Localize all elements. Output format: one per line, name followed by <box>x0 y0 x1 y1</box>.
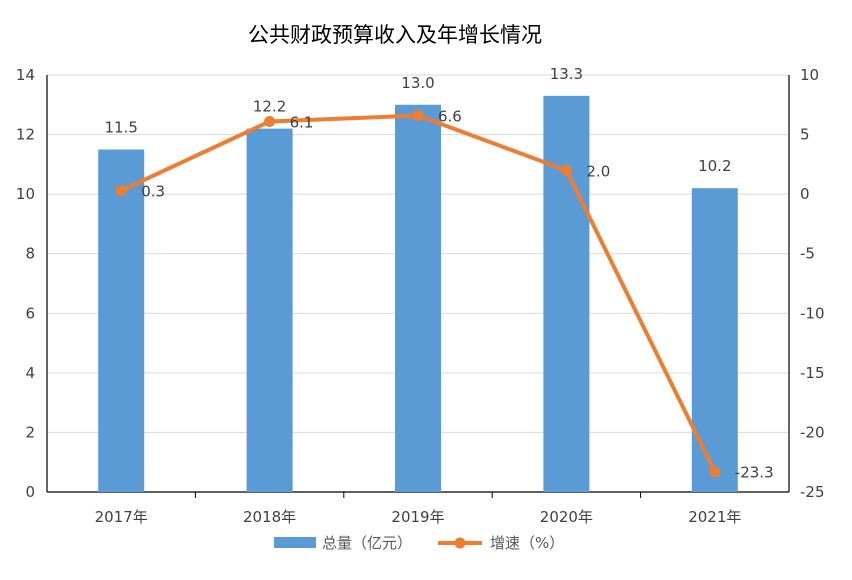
line-point <box>115 185 127 197</box>
right-tick-label: -20 <box>800 423 825 441</box>
axis-ticks: 0 2 4 6 8 10 12 14 -25 -20 -15 -10 -5 0 5 10 2017年 2018年 2… <box>16 66 825 526</box>
x-tick-label: 2018年 <box>243 508 296 526</box>
line-data-label: 6.1 <box>290 113 314 131</box>
right-tick-label: -25 <box>800 483 825 501</box>
bar-data-label: 11.5 <box>104 118 137 136</box>
line-point <box>264 115 276 127</box>
bar <box>246 128 293 492</box>
line-series <box>115 110 721 478</box>
left-tick-label: 2 <box>25 423 35 441</box>
right-tick-label: 10 <box>800 66 819 84</box>
legend: 总量（亿元） 增速（%） <box>274 534 564 552</box>
x-tick-label: 2019年 <box>391 508 444 526</box>
x-tick-label: 2021年 <box>688 508 741 526</box>
legend-label-line: 增速（%） <box>490 534 564 552</box>
right-tick-label: -10 <box>800 304 825 322</box>
legend-swatch-bar <box>274 537 316 548</box>
bar-series <box>98 95 738 493</box>
right-tick-label: -15 <box>800 364 825 382</box>
bar-data-label: 13.3 <box>550 65 583 83</box>
left-tick-label: 14 <box>16 66 35 84</box>
legend-marker-line <box>454 537 466 549</box>
left-tick-label: 10 <box>16 185 35 203</box>
x-tick-label: 2020年 <box>540 508 593 526</box>
right-tick-label: 5 <box>800 126 810 144</box>
line-data-label: -23.3 <box>735 464 774 482</box>
bar <box>395 104 441 493</box>
line-data-label: 0.3 <box>141 183 165 201</box>
line-data-label: 2.0 <box>586 162 610 180</box>
bar-data-label: 13.0 <box>401 74 434 92</box>
line-point <box>709 466 721 478</box>
left-tick-label: 6 <box>25 304 35 322</box>
bar <box>98 149 145 492</box>
left-tick-label: 4 <box>25 364 35 382</box>
line-point <box>560 164 572 176</box>
bar <box>543 95 590 492</box>
bar <box>691 188 738 492</box>
legend-label-bar: 总量（亿元） <box>322 534 412 552</box>
right-tick-label: 0 <box>800 185 810 203</box>
chart-title: 公共财政预算收入及年增长情况 <box>248 23 542 47</box>
bar-data-label: 10.2 <box>698 157 731 175</box>
left-tick-label: 0 <box>25 483 35 501</box>
line-data-label: 6.6 <box>438 108 462 126</box>
data-labels: 11.5 12.2 13.0 13.3 10.2 0.3 6.1 6.6 2.0 -23.3 <box>104 65 773 482</box>
bar-data-label: 12.2 <box>253 98 286 116</box>
left-tick-label: 12 <box>16 126 35 144</box>
right-tick-label: -5 <box>800 245 815 263</box>
x-tick-label: 2017年 <box>95 508 148 526</box>
left-tick-label: 8 <box>25 245 35 263</box>
line-point <box>412 110 424 122</box>
